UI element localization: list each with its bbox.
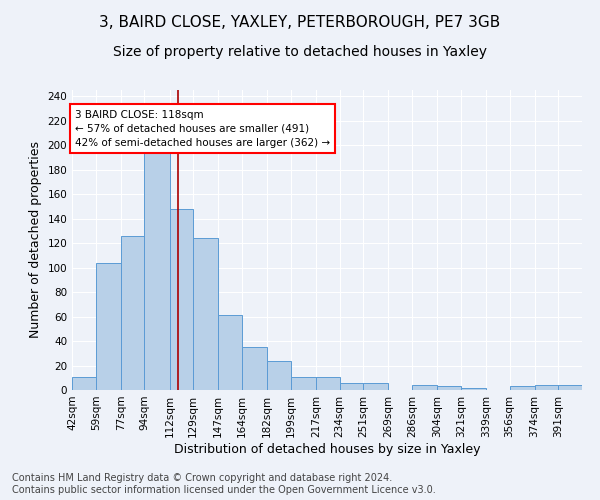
Bar: [267, 360, 291, 390]
Bar: [535, 385, 559, 390]
Bar: [291, 376, 316, 390]
Bar: [242, 347, 267, 390]
Bar: [559, 385, 582, 390]
Bar: [72, 376, 95, 390]
Text: 3, BAIRD CLOSE, YAXLEY, PETERBOROUGH, PE7 3GB: 3, BAIRD CLOSE, YAXLEY, PETERBOROUGH, PE…: [100, 15, 500, 30]
Bar: [363, 382, 388, 390]
Bar: [193, 238, 218, 390]
Bar: [509, 386, 535, 390]
Bar: [461, 388, 486, 390]
Bar: [340, 382, 363, 390]
Bar: [170, 209, 193, 390]
Bar: [316, 376, 340, 390]
Bar: [121, 236, 145, 390]
Bar: [145, 146, 170, 390]
Bar: [412, 385, 437, 390]
Bar: [218, 316, 242, 390]
Y-axis label: Number of detached properties: Number of detached properties: [29, 142, 42, 338]
Bar: [95, 262, 121, 390]
Bar: [437, 386, 461, 390]
X-axis label: Distribution of detached houses by size in Yaxley: Distribution of detached houses by size …: [174, 442, 480, 456]
Text: Size of property relative to detached houses in Yaxley: Size of property relative to detached ho…: [113, 45, 487, 59]
Text: Contains HM Land Registry data © Crown copyright and database right 2024.
Contai: Contains HM Land Registry data © Crown c…: [12, 474, 436, 495]
Text: 3 BAIRD CLOSE: 118sqm
← 57% of detached houses are smaller (491)
42% of semi-det: 3 BAIRD CLOSE: 118sqm ← 57% of detached …: [75, 110, 330, 148]
